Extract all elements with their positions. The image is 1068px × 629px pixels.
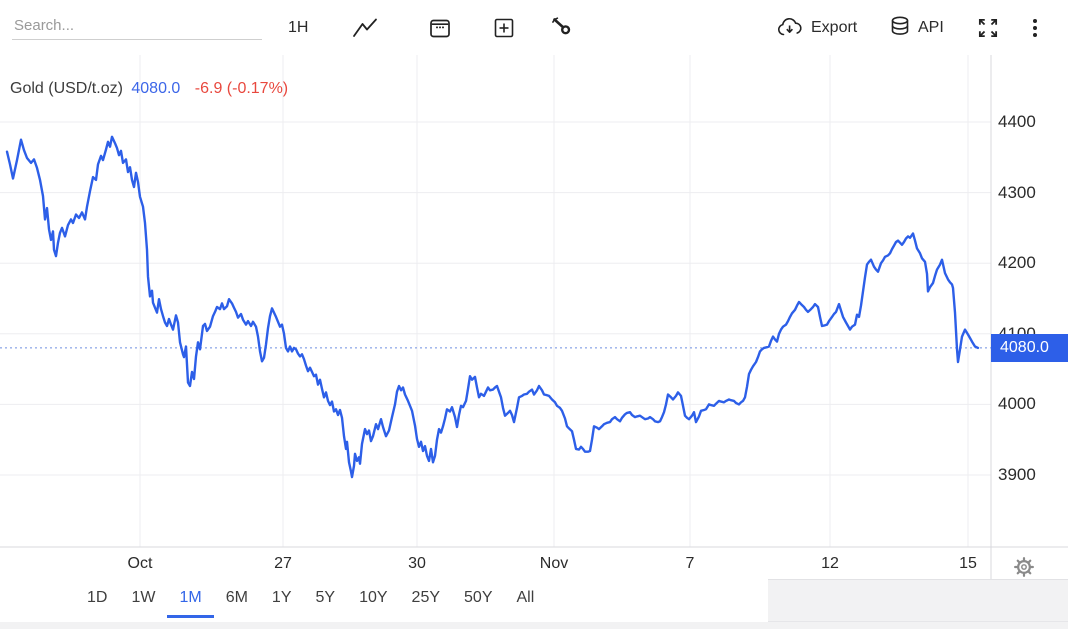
range-tab-1d[interactable]: 1D [87, 589, 108, 606]
date-range-button[interactable] [428, 0, 452, 55]
calendar-icon [430, 19, 450, 37]
x-tick-label: Nov [539, 555, 569, 572]
range-tab-10y[interactable]: 10Y [359, 589, 388, 606]
expand-icon [978, 18, 998, 37]
range-selector-bar: 1D 1W 1M 6M 1Y 5Y 10Y 25Y 50Y All [0, 578, 768, 622]
y-tick-label: 3900 [998, 465, 1036, 484]
range-tab-6m[interactable]: 6M [225, 589, 248, 606]
instrument-price: 4080.0 [131, 80, 181, 97]
y-tick-label: 4400 [998, 112, 1036, 131]
bottom-right-panel [760, 579, 1068, 629]
instrument-change: -6.9 (-0.17%) [194, 80, 289, 97]
x-tick-label: 15 [959, 555, 977, 572]
export-button[interactable]: Export [775, 0, 857, 55]
chart-settings-button[interactable] [1013, 556, 1035, 583]
current-price-badge: 4080.0 [991, 333, 1068, 362]
x-tick-label: 7 [685, 555, 695, 572]
cloud-download-icon [777, 17, 802, 35]
interval-label: 1H [288, 18, 309, 36]
range-tab-1m[interactable]: 1M [167, 582, 214, 618]
database-icon [891, 15, 909, 35]
line-chart-icon [353, 18, 377, 37]
compare-add-button[interactable] [492, 0, 516, 55]
gear-icon [1014, 557, 1034, 577]
wrench-icon [552, 16, 571, 34]
more-menu-button[interactable] [1028, 0, 1042, 55]
settings-tools-button[interactable] [550, 0, 574, 55]
y-tick-label: 4000 [998, 394, 1036, 414]
range-tab-1y[interactable]: 1Y [271, 589, 292, 606]
plus-square-icon [494, 18, 514, 37]
current-price-label: 4080.0 [1000, 338, 1049, 356]
range-tab-25y[interactable]: 25Y [411, 589, 441, 606]
fullscreen-button[interactable] [975, 0, 1001, 55]
instrument-name: Gold (USD/t.oz) [10, 80, 123, 97]
chart-header: Gold (USD/t.oz) 4080.0 -6.9 (-0.17%) [10, 80, 288, 98]
x-tick-label: Oct [127, 555, 153, 572]
interval-selector[interactable]: 1H [288, 0, 308, 55]
x-tick-label: 30 [408, 555, 426, 572]
api-label: API [918, 18, 944, 36]
range-tab-all[interactable]: All [516, 589, 535, 606]
export-label: Export [811, 18, 858, 36]
y-tick-label: 4200 [998, 253, 1036, 273]
api-button[interactable]: API [888, 0, 944, 55]
range-tab-50y[interactable]: 50Y [464, 589, 493, 606]
y-tick-label: 4300 [998, 182, 1036, 202]
toolbar: 1H Exp [0, 0, 1068, 55]
range-tab-5y[interactable]: 5Y [315, 589, 336, 606]
search-field-wrap [12, 12, 262, 40]
chart-type-button[interactable] [352, 0, 378, 55]
range-tab-1w[interactable]: 1W [131, 589, 156, 606]
kebab-menu-icon [1033, 18, 1037, 37]
x-tick-label: 27 [274, 555, 292, 572]
search-input[interactable] [12, 12, 262, 40]
x-tick-label: 12 [821, 555, 839, 572]
